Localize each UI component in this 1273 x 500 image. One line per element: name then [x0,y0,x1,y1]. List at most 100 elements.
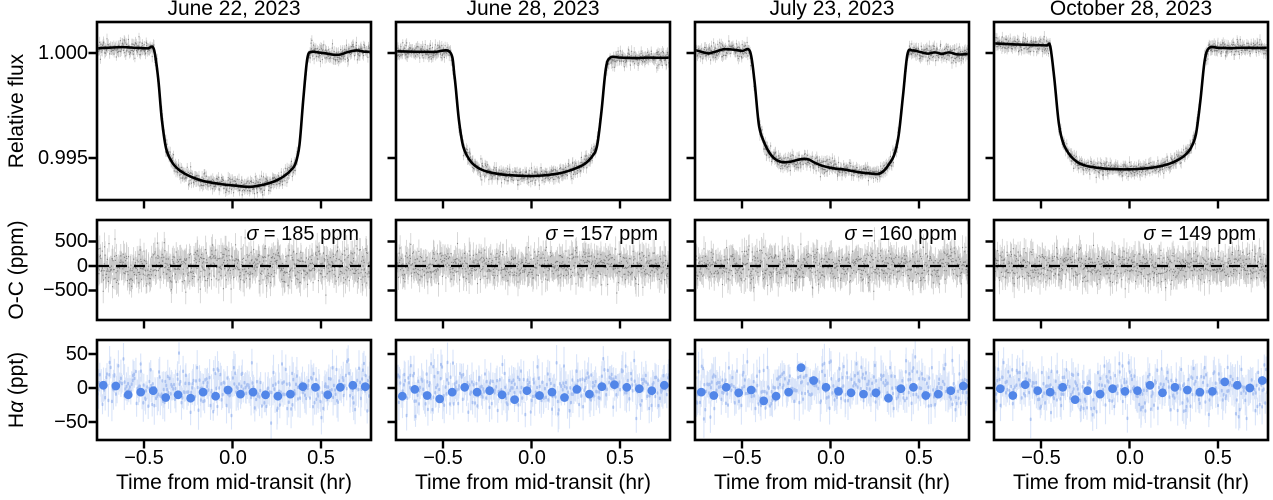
ytick-oc-m500: −500 [42,279,88,301]
xlabel-4: Time from mid-transit (hr) [1012,471,1250,494]
panel-title-3: July 23, 2023 [769,0,895,20]
oc-plot-4 [981,217,1272,332]
axis-ticks [88,352,323,449]
plot-area [696,227,968,302]
panel-title-4: October 28, 2023 [1049,0,1213,20]
xtick-p4-05: 0.5 [1204,447,1232,469]
oc-plot-2 [383,217,674,332]
panel-frame [394,338,672,442]
oc-data-points [696,240,968,292]
transit-model-curve [995,42,1267,171]
plot-area [397,232,669,304]
halpha-binned-errorbars [102,381,367,403]
flux-errorbars [995,31,1267,184]
panel-frame [693,20,971,202]
flux-data-points [397,42,669,186]
halpha-binned-point [958,381,968,391]
panel-frame [394,218,672,322]
plot-area [98,32,370,199]
xtick-p2-05: 0.5 [606,447,634,469]
transit-model-curve [397,49,669,178]
oc-plot-4-svg [985,218,1270,329]
halpha-binned-point [360,382,370,391]
panel-frame [394,20,672,202]
oc-data-points [397,242,669,294]
flux-plot-2 [383,19,674,212]
plot-area [696,35,968,186]
flux-plot-1-svg [88,20,373,209]
ytick-ha-50: 50 [65,343,88,365]
axis-ticks [686,51,921,209]
halpha-plot-3 [682,337,973,452]
axis-ticks [686,240,921,329]
xlabel-1: Time from mid-transit (hr) [115,471,353,494]
flux-errorbars [98,32,370,199]
panel-frame [95,20,373,202]
xtick-p1-05: 0.5 [307,447,335,469]
xtick-p3-m05: −0.5 [722,447,762,469]
sigma-label-2: σ = 157 ppm [545,223,658,245]
xtick-p2-m05: −0.5 [423,447,463,469]
xtick-p1-00: 0.0 [219,447,247,469]
flux-errorbars [696,35,968,186]
panel-title-1: June 22, 2023 [167,0,301,20]
axis-ticks [985,352,1220,449]
oc-plot-1-svg [88,218,373,329]
panel-frame [95,338,373,442]
plot-area [995,347,1267,439]
ytick-oc-500: 500 [54,230,88,252]
plot-area [98,229,370,305]
halpha-binned-point [1257,376,1267,385]
xtick-p3-00: 0.0 [817,447,845,469]
transit-model-curve [98,45,370,189]
halpha-plot-2 [383,337,674,452]
axis-ticks [88,240,323,329]
ytick-flux-0995: 0.995 [37,147,88,169]
axis-ticks [985,51,1220,209]
ytick-flux-1000: 1.000 [37,42,88,64]
flux-plot-3 [682,19,973,212]
axis-ticks [387,240,622,329]
flux-plot-3-svg [686,20,971,209]
transit-model-curve [696,47,968,176]
axis-ticks [387,352,622,449]
panel-frame [693,218,971,322]
sigma-label-1: σ = 185 ppm [246,223,359,245]
axis-ticks [387,51,622,209]
halpha-binned-errorbars [700,363,965,405]
oc-plot-3 [682,217,973,332]
axis-ticks [985,240,1220,329]
oc-plot-2-svg [387,218,672,329]
xtick-p4-m05: −0.5 [1021,447,1061,469]
plot-area [995,232,1267,301]
plot-area [98,342,370,439]
xtick-p2-00: 0.0 [518,447,546,469]
panel-frame [992,338,1270,442]
oc-plot-1 [84,217,375,332]
plot-area [397,342,669,433]
panel-frame [992,218,1270,322]
halpha-plot-1 [84,337,375,452]
xtick-p3-05: 0.5 [905,447,933,469]
plot-area [397,38,669,190]
plot-area [696,341,968,438]
halpha-plot-4 [981,337,1272,452]
halpha-plot-3-svg [686,338,971,449]
oc-errorbars [397,232,669,304]
ytick-oc-0: 0 [76,255,88,277]
plot-area [995,31,1267,184]
axis-ticks [88,51,323,209]
halpha-plot-4-svg [985,338,1270,449]
panel-frame [693,338,971,442]
sigma-label-3: σ = 160 ppm [844,223,957,245]
flux-plot-4-svg [985,20,1270,209]
xtick-p1-m05: −0.5 [124,447,164,469]
halpha-binned-errorbars [999,376,1264,404]
ytick-ha-m50: −50 [54,411,88,433]
halpha-plot-1-svg [88,338,373,449]
halpha-binned-point [659,380,669,390]
xlabel-2: Time from mid-transit (hr) [414,471,652,494]
panel-title-2: June 28, 2023 [466,0,600,20]
axis-ticks [686,352,921,449]
